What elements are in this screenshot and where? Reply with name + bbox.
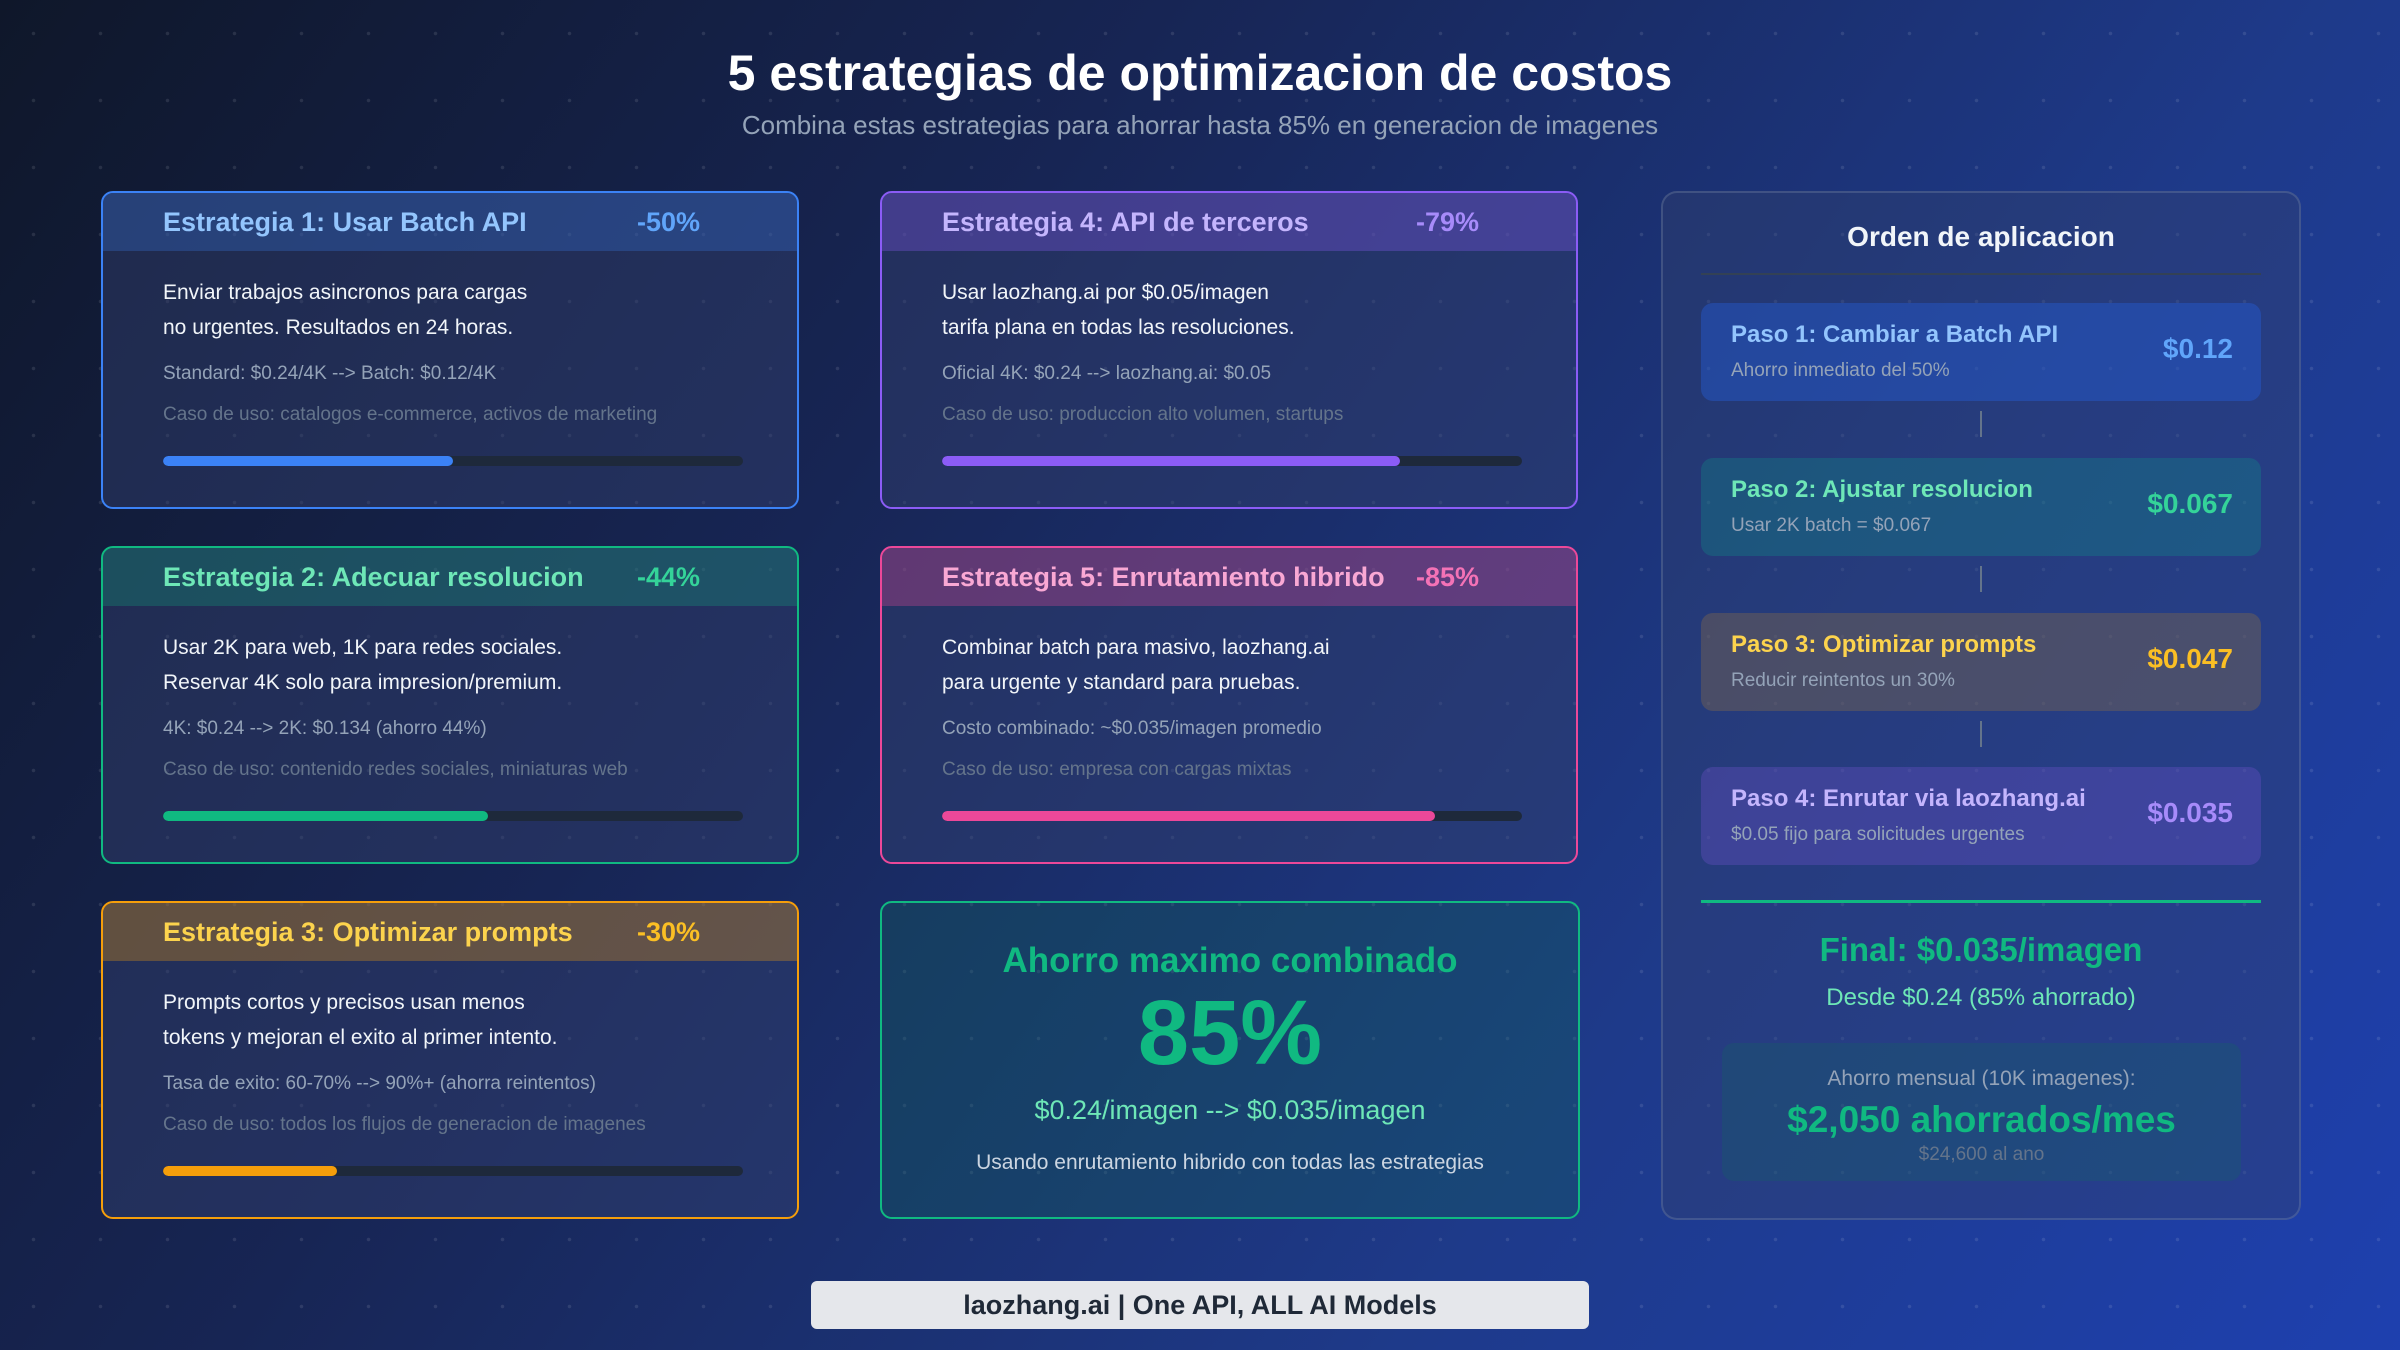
strategy-percent: -50%: [637, 207, 701, 237]
strategy-percent: -44%: [637, 562, 701, 592]
monthly-value: $2,050 ahorrados/mes: [1787, 1099, 2176, 1140]
monthly-label: Ahorro mensual (10K imagenes):: [1827, 1067, 2136, 1090]
step-price: $0.067: [2147, 488, 2233, 519]
progress-fill: [163, 456, 453, 466]
final-divider: [1701, 900, 2261, 903]
strategy-use-case: Caso de uso: produccion alto volumen, st…: [942, 404, 1344, 425]
strategy-title: Estrategia 1: Usar Batch API: [163, 207, 527, 237]
savings-progress-bar: [163, 456, 743, 466]
panel-divider: [1701, 273, 2261, 275]
combined-value: 85%: [1137, 982, 1323, 1084]
combined-savings-card: Ahorro maximo combinado 85% $0.24/imagen…: [880, 901, 1580, 1219]
progress-fill: [163, 811, 488, 821]
step-connector: [1980, 721, 1982, 747]
strategy-card: Estrategia 5: Enrutamiento hibrido -85% …: [880, 546, 1578, 864]
strategy-card: Estrategia 1: Usar Batch API -50% Enviar…: [101, 191, 799, 509]
step-subtitle: $0.05 fijo para solicitudes urgentes: [1731, 824, 2025, 845]
strategy-title: Estrategia 3: Optimizar prompts: [163, 917, 573, 947]
final-price: Final: $0.035/imagen: [1819, 931, 2143, 968]
step-title: Paso 3: Optimizar prompts: [1731, 631, 2037, 658]
strategy-desc-line: para urgente y standard para pruebas.: [942, 671, 1301, 694]
progress-fill: [163, 1166, 337, 1176]
step-connector: [1980, 566, 1982, 592]
step-subtitle: Reducir reintentos un 30%: [1731, 670, 1955, 691]
strategy-desc-line: Prompts cortos y precisos usan menos: [163, 991, 525, 1014]
step-subtitle: Ahorro inmediato del 50%: [1731, 360, 1950, 381]
strategy-title: Estrategia 2: Adecuar resolucion: [163, 562, 584, 592]
strategy-use-case: Caso de uso: contenido redes sociales, m…: [163, 759, 628, 780]
strategy-desc-line: Usar 2K para web, 1K para redes sociales…: [163, 636, 563, 659]
progress-fill: [942, 811, 1435, 821]
card-header: [882, 193, 1576, 251]
strategy-card: Estrategia 3: Optimizar prompts -30% Pro…: [101, 901, 799, 1219]
order-step: Paso 2: Ajustar resolucion Usar 2K batch…: [1701, 458, 2261, 556]
strategy-use-case: Caso de uso: todos los flujos de generac…: [163, 1114, 646, 1135]
combined-note: Usando enrutamiento hibrido con todas la…: [976, 1151, 1484, 1174]
strategy-detail: Oficial 4K: $0.24 --> laozhang.ai: $0.05: [942, 363, 1272, 384]
savings-progress-bar: [163, 811, 743, 821]
strategy-detail: Costo combinado: ~$0.035/imagen promedio: [942, 718, 1322, 739]
order-step: Paso 1: Cambiar a Batch API Ahorro inmed…: [1701, 303, 2261, 401]
step-price: $0.035: [2147, 797, 2233, 828]
strategy-title: Estrategia 4: API de terceros: [942, 207, 1309, 237]
card-header: [882, 548, 1576, 606]
savings-progress-bar: [163, 1166, 743, 1176]
step-title: Paso 1: Cambiar a Batch API: [1731, 321, 2059, 348]
step-title: Paso 2: Ajustar resolucion: [1731, 476, 2033, 503]
strategy-desc-line: Usar laozhang.ai por $0.05/imagen: [942, 281, 1269, 304]
card-header: [103, 193, 797, 251]
order-step: Paso 3: Optimizar prompts Reducir reinte…: [1701, 613, 2261, 711]
progress-fill: [942, 456, 1401, 466]
strategy-title: Estrategia 5: Enrutamiento hibrido: [942, 562, 1385, 592]
strategy-desc-line: tarifa plana en todas las resoluciones.: [942, 316, 1295, 339]
step-title: Paso 4: Enrutar via laozhang.ai: [1731, 785, 2086, 812]
step-subtitle: Usar 2K batch = $0.067: [1731, 515, 1932, 536]
step-price: $0.12: [2162, 333, 2233, 364]
combined-heading: Ahorro maximo combinado: [1002, 941, 1458, 980]
page-subtitle: Combina estas estrategias para ahorrar h…: [741, 110, 1659, 140]
application-order-panel: Orden de aplicacion Paso 1: Cambiar a Ba…: [1661, 191, 2301, 1220]
strategy-detail: 4K: $0.24 --> 2K: $0.134 (ahorro 44%): [163, 718, 487, 739]
strategy-detail: Standard: $0.24/4K --> Batch: $0.12/4K: [163, 363, 497, 384]
card-header: [103, 903, 797, 961]
strategy-card: Estrategia 2: Adecuar resolucion -44% Us…: [101, 546, 799, 864]
strategy-percent: -85%: [1416, 562, 1480, 592]
strategy-card: Estrategia 4: API de terceros -79% Usar …: [880, 191, 1578, 509]
strategy-desc-line: Combinar batch para masivo, laozhang.ai: [942, 636, 1330, 659]
strategy-desc-line: tokens y mejoran el exito al primer inte…: [163, 1026, 558, 1049]
strategy-percent: -30%: [637, 917, 701, 947]
page-title: 5 estrategias de optimizacion de costos: [727, 45, 1673, 101]
yearly-savings: $24,600 al ano: [1918, 1144, 2045, 1165]
savings-progress-bar: [942, 456, 1522, 466]
final-from: Desde $0.24 (85% ahorrado): [1826, 984, 2136, 1011]
savings-progress-bar: [942, 811, 1522, 821]
order-step: Paso 4: Enrutar via laozhang.ai $0.05 fi…: [1701, 767, 2261, 865]
combined-prices: $0.24/imagen --> $0.035/imagen: [1034, 1095, 1426, 1125]
monthly-savings-box: Ahorro mensual (10K imagenes): $2,050 ah…: [1722, 1043, 2241, 1181]
strategy-percent: -79%: [1416, 207, 1480, 237]
strategy-use-case: Caso de uso: empresa con cargas mixtas: [942, 759, 1292, 780]
step-connector: [1980, 411, 1982, 437]
strategy-use-case: Caso de uso: catalogos e-commerce, activ…: [163, 404, 658, 425]
panel-title: Orden de aplicacion: [1847, 221, 2115, 252]
strategy-detail: Tasa de exito: 60-70% --> 90%+ (ahorra r…: [163, 1073, 597, 1094]
strategy-desc-line: no urgentes. Resultados en 24 horas.: [163, 316, 514, 339]
step-price: $0.047: [2147, 643, 2233, 674]
footer-banner: laozhang.ai | One API, ALL AI Models: [811, 1281, 1589, 1329]
card-header: [103, 548, 797, 606]
strategy-desc-line: Reservar 4K solo para impresion/premium.: [163, 671, 563, 694]
strategy-desc-line: Enviar trabajos asincronos para cargas: [163, 281, 528, 304]
